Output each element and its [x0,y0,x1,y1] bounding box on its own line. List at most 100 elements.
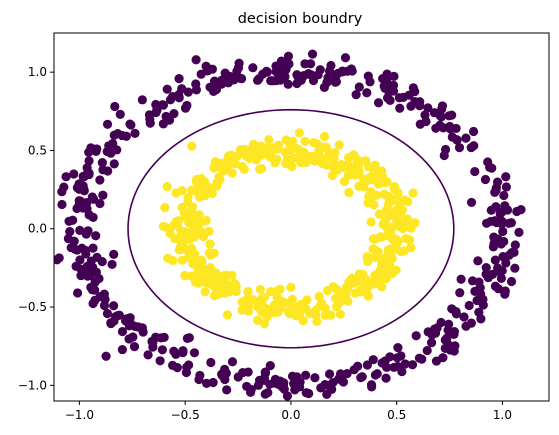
data-point [222,310,233,320]
data-point [370,252,380,263]
data-point [347,66,357,76]
data-point [404,90,414,100]
data-point [506,276,517,287]
data-point [187,141,197,151]
data-point [205,239,215,249]
data-point [206,357,216,368]
data-point [415,97,425,107]
data-point [367,382,377,392]
data-point [474,307,484,317]
decision-boundary-contour [127,108,455,349]
data-point [417,354,427,364]
data-point [262,312,272,322]
data-point [87,192,97,202]
data-point [380,265,390,275]
data-point [114,310,124,320]
data-point [455,288,465,298]
data-point [354,82,364,92]
data-point [300,59,310,69]
data-point [389,182,400,192]
data-point [75,255,85,265]
data-point [260,368,270,378]
data-point [272,292,282,302]
series-class-1 [158,128,420,329]
data-point [148,342,158,352]
data-point [500,289,510,299]
data-point [379,189,389,199]
data-point [302,295,312,305]
data-point [374,179,384,189]
data-point [203,66,213,76]
data-point [364,162,374,172]
data-point [262,67,272,77]
data-point [117,344,127,355]
data-point [512,206,522,217]
data-point [299,147,309,157]
data-point [180,270,190,281]
data-point [501,172,511,182]
data-point [259,319,270,329]
data-point [440,144,451,155]
data-point [456,274,466,284]
data-point [324,147,334,157]
data-point [296,154,306,164]
data-point [283,79,293,89]
data-point [74,198,85,208]
data-point [369,279,379,289]
data-point [430,328,441,338]
data-point [254,375,265,385]
data-point [408,83,418,93]
data-point [420,110,430,120]
data-point [454,143,465,153]
data-point [483,157,493,167]
y-axis: −1.0 −0.5 0.0 0.5 1.0 [18,65,54,392]
data-point [201,215,211,226]
data-point [289,379,299,389]
data-point [124,334,134,344]
data-point [210,291,220,301]
data-point [490,187,500,197]
data-point [335,309,345,319]
data-point [396,208,406,218]
data-point [175,235,185,245]
data-point [426,338,437,348]
data-point [194,374,204,385]
data-point [399,196,409,206]
data-point [392,353,402,363]
data-point [280,72,290,82]
data-point [109,130,119,140]
data-point [397,366,407,377]
data-point [129,342,140,352]
data-point [491,202,501,212]
data-point [492,177,503,187]
data-point [263,304,273,314]
data-point [385,195,396,205]
data-point [57,187,67,197]
data-point [514,227,524,237]
data-point [155,356,165,366]
data-point [98,190,108,200]
data-point [137,95,147,105]
data-point [365,77,375,87]
data-point [211,180,221,190]
data-point [287,371,298,381]
data-point [431,123,441,133]
data-point [382,93,393,103]
data-point [308,151,318,161]
data-point [171,349,181,359]
x-tick-label: 0.0 [281,408,300,422]
data-point [480,174,491,185]
data-point [487,269,498,280]
data-point [468,126,479,137]
data-point [370,370,380,380]
data-point [431,356,442,366]
data-point [476,289,486,299]
data-point [423,103,433,113]
data-point [95,175,105,185]
data-point [233,63,244,73]
data-point [481,262,491,273]
data-point [198,176,208,186]
data-point [350,170,360,180]
data-point [80,246,91,256]
